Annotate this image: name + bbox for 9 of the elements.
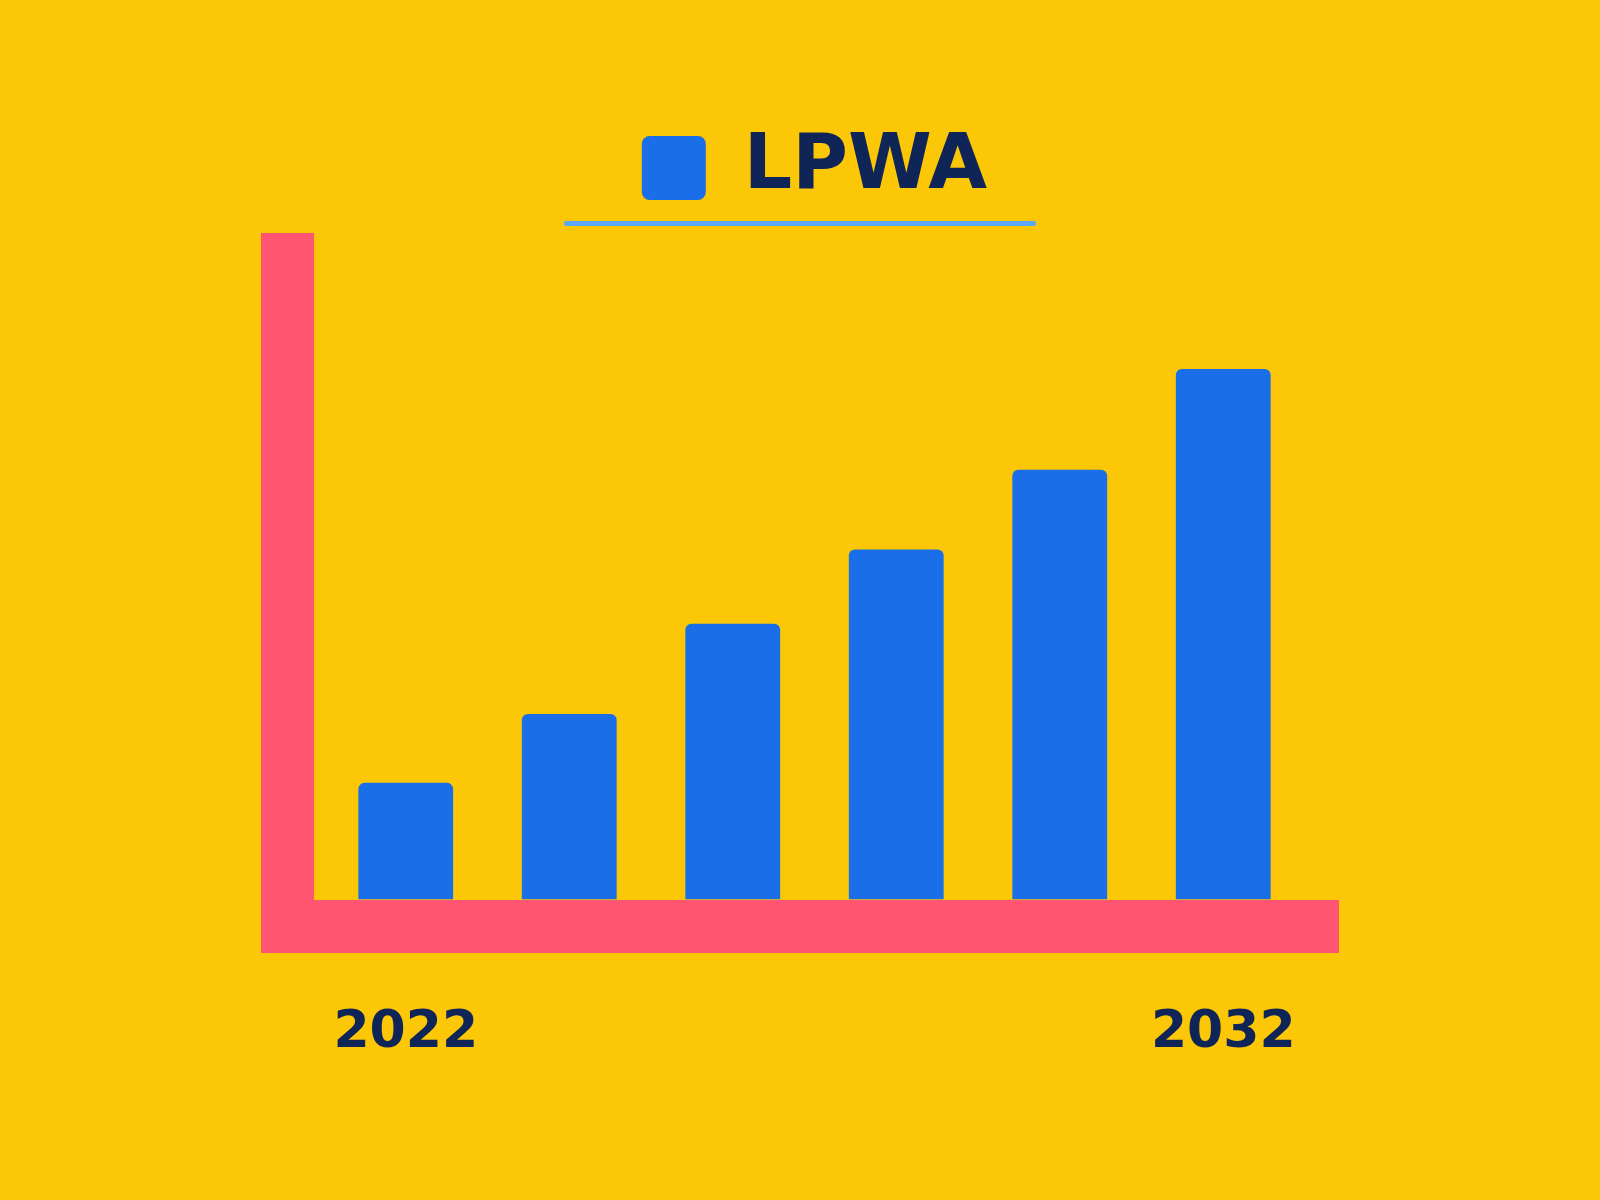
x-tick-label: 2022 [333,999,479,1060]
x-tick-label: 2032 [1150,999,1296,1060]
bar [521,713,617,900]
bar [1175,369,1271,900]
bar [1012,469,1108,900]
bar [685,623,781,900]
bar [358,782,454,900]
legend-label: LPWA [743,116,988,206]
bar [848,549,944,900]
